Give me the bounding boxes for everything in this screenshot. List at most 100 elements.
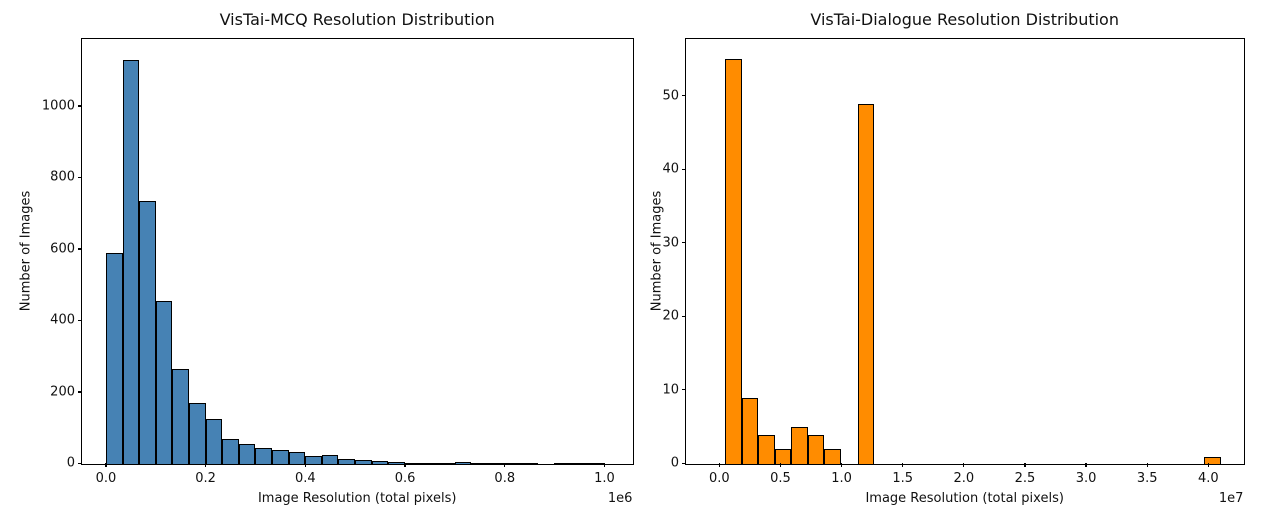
histogram-bar — [570, 463, 588, 464]
x-tick — [779, 463, 782, 468]
x-tick — [1146, 463, 1148, 468]
y-tick-label: 600 — [50, 241, 75, 257]
x-tick-label: 4.0 — [1197, 471, 1219, 487]
histogram-bar — [288, 452, 306, 464]
x-axis-label: Image Resolution (total pixels) — [257, 491, 457, 507]
y-tick-label: 20 — [662, 308, 679, 324]
x-tick — [840, 463, 843, 468]
histogram-bar — [188, 403, 206, 464]
histogram-bar — [1204, 456, 1221, 464]
y-tick-label: 1000 — [41, 98, 75, 114]
x-tick-label: 2.5 — [1014, 471, 1036, 487]
y-tick-label: 0 — [670, 455, 679, 471]
histogram-bar — [807, 434, 825, 464]
x-tick — [963, 463, 965, 468]
y-tick — [78, 391, 82, 393]
histogram-bar — [741, 397, 759, 464]
histogram-bar — [155, 301, 173, 464]
y-tick-label: 200 — [50, 384, 75, 400]
histogram-bar — [354, 460, 372, 464]
histogram-bar — [554, 463, 571, 464]
histogram-bar — [725, 59, 742, 464]
axes-vistai-mcq: VisTai-MCQ Resolution Distribution Image… — [19, 10, 634, 506]
y-tick-label: 10 — [662, 382, 679, 398]
x-tick-label: 1.0 — [831, 471, 852, 487]
chart-title: VisTai-MCQ Resolution Distribution — [219, 10, 495, 29]
x-tick-label: 1.5 — [892, 471, 914, 487]
x-tick-label: 0.0 — [709, 471, 730, 487]
y-tick — [78, 248, 82, 250]
histogram-bar — [105, 253, 123, 464]
x-axis-label: Image Resolution (total pixels) — [865, 491, 1064, 507]
x-tick — [204, 463, 207, 468]
x-tick-label: 0.0 — [95, 471, 117, 487]
histogram-bar — [271, 449, 289, 464]
x-tick-label: 0.5 — [770, 471, 791, 487]
chart-title: VisTai-Dialogue Resolution Distribution — [810, 10, 1119, 29]
histogram-bar — [454, 462, 472, 464]
histogram-bar — [172, 368, 189, 464]
x-tick-label: 0.2 — [195, 471, 216, 487]
histogram-bar — [255, 447, 272, 464]
x-tick — [1024, 463, 1026, 468]
x-tick-label: 3.5 — [1136, 471, 1158, 487]
histogram-bar — [421, 462, 438, 464]
y-axis-label: Number of Images — [649, 190, 665, 312]
histogram-bar — [222, 438, 239, 464]
y-tick — [682, 315, 686, 317]
y-tick-label: 0 — [66, 455, 75, 471]
y-tick — [682, 462, 686, 465]
y-tick-label: 800 — [50, 169, 75, 185]
x-axis-offset-label: 1e7 — [1218, 491, 1244, 507]
y-tick — [682, 94, 686, 97]
x-tick-label: 0.8 — [494, 471, 516, 487]
histogram-bar — [824, 449, 841, 464]
y-tick — [682, 242, 686, 244]
x-tick — [404, 463, 406, 468]
y-tick — [78, 462, 82, 465]
x-axis-offset-label: 1e6 — [607, 491, 633, 507]
x-tick — [902, 463, 904, 468]
y-tick — [682, 389, 686, 391]
histogram-bar — [388, 461, 405, 464]
x-tick-label: 3.0 — [1075, 471, 1097, 487]
x-tick — [718, 463, 721, 468]
y-tick-label: 400 — [50, 312, 75, 328]
histogram-bar — [504, 463, 521, 464]
histogram-bar — [205, 418, 223, 464]
x-tick — [1207, 463, 1209, 468]
x-tick-label: 0.6 — [394, 471, 416, 487]
histogram-bar — [371, 460, 389, 464]
histogram-bar — [404, 462, 422, 464]
histogram-bar — [338, 459, 355, 464]
histogram-bar — [758, 434, 775, 464]
y-tick-label: 50 — [662, 88, 679, 104]
histogram-bar — [857, 103, 874, 464]
histogram-bar — [487, 463, 505, 464]
histogram-bar — [122, 59, 140, 464]
x-tick — [1085, 463, 1087, 468]
histogram-bar — [238, 444, 256, 464]
y-tick — [682, 168, 686, 170]
y-tick-label: 30 — [662, 235, 679, 251]
histogram-bar — [437, 463, 455, 464]
histogram-bar — [791, 427, 808, 464]
x-tick — [105, 463, 107, 468]
histogram-bar — [471, 463, 488, 464]
x-tick — [304, 463, 306, 468]
axes-vistai-dialogue: VisTai-Dialogue Resolution Distribution … — [650, 10, 1245, 506]
y-tick — [78, 176, 82, 179]
histogram-bar — [520, 463, 538, 464]
x-tick-label: 2.0 — [953, 471, 975, 487]
histogram-bar — [774, 449, 792, 464]
y-tick-label: 40 — [662, 161, 679, 177]
histogram-bar — [587, 462, 604, 464]
histogram-bar — [305, 456, 322, 464]
histogram-bar — [321, 455, 339, 464]
x-tick-label: 1.0 — [594, 471, 615, 487]
y-tick — [78, 319, 82, 322]
x-tick — [603, 463, 606, 468]
histogram-bar — [139, 200, 156, 464]
y-tick — [78, 105, 82, 107]
